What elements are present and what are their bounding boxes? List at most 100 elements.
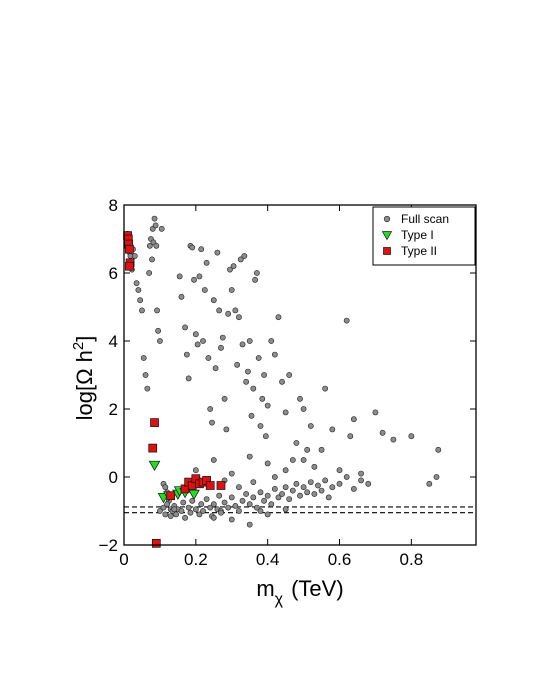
full-scan-point-166 bbox=[318, 487, 325, 494]
full-scan-point-140 bbox=[225, 504, 232, 511]
full-scan-point-53 bbox=[205, 355, 212, 361]
full-scan-point-185 bbox=[282, 467, 289, 474]
full-scan-point-96 bbox=[300, 406, 307, 412]
full-scan-point-180 bbox=[192, 467, 199, 474]
full-scan-point-110 bbox=[390, 436, 397, 443]
type-ii-point-3 bbox=[125, 244, 134, 254]
full-scan-point-46 bbox=[192, 331, 199, 338]
full-scan-point-117 bbox=[162, 511, 169, 518]
full-scan-point-168 bbox=[325, 494, 332, 501]
full-scan-point-182 bbox=[228, 470, 235, 477]
full-scan-point-171 bbox=[343, 474, 350, 480]
full-scan-point-111 bbox=[408, 433, 415, 440]
axes bbox=[123, 204, 477, 546]
full-scan-point-9 bbox=[131, 253, 138, 259]
type-ii-point-8 bbox=[151, 538, 161, 548]
full-scan-point-24 bbox=[152, 222, 159, 229]
full-scan-point-44 bbox=[189, 244, 196, 251]
full-scan-point-82 bbox=[257, 423, 264, 429]
full-scan-point-60 bbox=[218, 344, 224, 351]
full-scan-point-148 bbox=[253, 504, 260, 511]
full-scan-point-68 bbox=[232, 307, 239, 314]
type-ii-point-5 bbox=[125, 261, 134, 271]
full-scan-point-81 bbox=[255, 355, 262, 361]
full-scan-point-137 bbox=[216, 492, 223, 499]
full-scan-point-90 bbox=[279, 378, 285, 385]
full-scan-point-141 bbox=[228, 494, 235, 501]
full-scan-point-105 bbox=[347, 433, 354, 440]
legend-label-type-ii: Type II bbox=[401, 244, 437, 258]
full-scan-point-164 bbox=[311, 491, 318, 497]
full-scan-point-17 bbox=[146, 270, 153, 276]
full-scan-point-45 bbox=[191, 276, 197, 283]
y-axis-label-close: ] bbox=[72, 336, 97, 342]
full-scan-point-78 bbox=[250, 385, 257, 392]
legend-label-full-scan: Full scan bbox=[401, 212, 449, 226]
full-scan-point-108 bbox=[372, 409, 379, 416]
legend-marker-type-i bbox=[381, 231, 393, 241]
y-tick-label-3: 4 bbox=[109, 332, 118, 351]
full-scan-point-16 bbox=[144, 385, 151, 392]
full-scan-point-12 bbox=[137, 297, 144, 304]
full-scan-point-72 bbox=[239, 341, 246, 348]
full-scan-point-76 bbox=[246, 338, 253, 344]
full-scan-point-152 bbox=[268, 501, 275, 508]
full-scan-point-79 bbox=[252, 276, 259, 283]
full-scan-point-47 bbox=[194, 341, 201, 348]
full-scan-point-119 bbox=[167, 513, 174, 519]
full-scan-point-107 bbox=[358, 470, 364, 477]
full-scan-point-163 bbox=[307, 479, 314, 485]
y-axis-ticks: −2 0 2 4 6 8 bbox=[99, 196, 476, 555]
full-scan-point-41 bbox=[183, 351, 190, 358]
full-scan-point-55 bbox=[209, 419, 215, 426]
full-scan-point-178 bbox=[264, 511, 271, 518]
full-scan-point-29 bbox=[158, 225, 165, 232]
full-scan-point-118 bbox=[164, 501, 171, 508]
plot-frame bbox=[123, 204, 477, 546]
full-scan-point-11 bbox=[135, 287, 142, 293]
full-scan-point-48 bbox=[196, 273, 203, 280]
full-scan-point-130 bbox=[198, 501, 205, 508]
full-scan-point-116 bbox=[160, 504, 167, 511]
full-scan-point-113 bbox=[433, 474, 440, 480]
full-scan-point-88 bbox=[271, 351, 278, 358]
type-ii-point-9 bbox=[166, 491, 176, 501]
full-scan-point-169 bbox=[329, 484, 336, 491]
x-axis-ticks: 0 0.2 0.4 0.6 0.8 bbox=[119, 205, 423, 569]
full-scan-point-124 bbox=[182, 514, 188, 521]
type-ii-point-17 bbox=[205, 481, 215, 490]
full-scan-point-14 bbox=[140, 355, 147, 361]
full-scan-point-67 bbox=[230, 263, 237, 270]
full-scan-point-127 bbox=[189, 497, 196, 504]
full-scan-point-129 bbox=[196, 511, 203, 518]
full-scan-point-98 bbox=[307, 423, 314, 429]
full-scan-point-109 bbox=[379, 429, 386, 436]
full-scan-point-128 bbox=[192, 506, 199, 513]
full-scan-point-174 bbox=[365, 480, 372, 487]
x-tick-label-2: 0.4 bbox=[256, 550, 280, 569]
full-scan-point-100 bbox=[318, 446, 325, 453]
y-tick-label-5: 8 bbox=[109, 196, 118, 215]
type-ii-point-6 bbox=[148, 443, 158, 453]
y-tick-label-1: 0 bbox=[109, 468, 118, 487]
full-scan-point-99 bbox=[311, 463, 318, 470]
legend-label-type-i: Type I bbox=[401, 228, 434, 242]
full-scan-point-73 bbox=[241, 253, 248, 259]
full-scan-point-62 bbox=[221, 395, 228, 402]
type-ii-point-7 bbox=[150, 418, 159, 427]
full-scan-point-160 bbox=[297, 492, 303, 499]
full-scan-point-70 bbox=[236, 314, 242, 321]
full-scan-point-156 bbox=[282, 484, 289, 491]
legend-box bbox=[372, 206, 476, 266]
full-scan-point-95 bbox=[297, 395, 303, 402]
full-scan-point-13 bbox=[139, 307, 145, 314]
full-scan-point-101 bbox=[322, 385, 329, 392]
full-scan-point-151 bbox=[264, 492, 271, 499]
full-scan-point-10 bbox=[133, 280, 140, 287]
full-scan-point-149 bbox=[257, 489, 264, 496]
full-scan-point-85 bbox=[262, 433, 269, 440]
full-scan-point-190 bbox=[236, 484, 242, 491]
full-scan-point-40 bbox=[182, 324, 188, 331]
full-scan-point-74 bbox=[243, 378, 250, 385]
full-scan-point-170 bbox=[336, 480, 343, 487]
